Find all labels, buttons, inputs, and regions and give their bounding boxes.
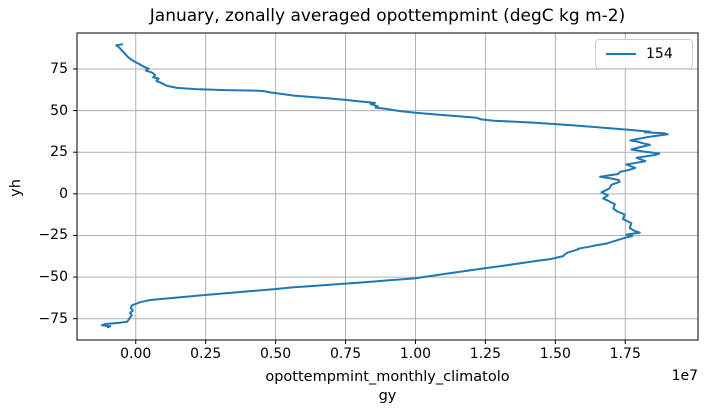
series-line-154	[100, 43, 669, 329]
x-axis-label-line1: opottempmint_monthly_climatolo	[265, 369, 510, 385]
y-tick-label: 25	[50, 144, 68, 161]
y-tick-label: 0	[59, 185, 68, 202]
legend: 154	[595, 39, 693, 69]
y-tick-label: −75	[38, 310, 68, 327]
x-axis-label: opottempmint_monthly_climatolo gy	[77, 368, 698, 406]
x-tick-label: 1.00	[399, 346, 432, 362]
x-axis-label-line2: gy	[378, 388, 397, 404]
x-axis-offset-text: 1e7	[671, 368, 698, 384]
x-tick-label: 1.75	[609, 346, 641, 362]
y-axis-label: yh	[8, 179, 24, 197]
y-tick-label: 50	[50, 102, 68, 119]
x-tick-label: 1.50	[539, 346, 571, 362]
chart-title: January, zonally averaged opottempmint (…	[149, 6, 626, 26]
x-tick-label: 1.25	[469, 346, 501, 362]
y-tick-label: −50	[38, 269, 68, 286]
x-tick-label: 0.50	[260, 346, 292, 362]
y-tick-label: −25	[38, 227, 68, 244]
legend-label: 154	[646, 46, 673, 62]
legend-line-swatch	[606, 53, 636, 55]
x-tick-label: 0.25	[190, 346, 222, 362]
y-tick-label: 75	[50, 60, 68, 77]
axes-spines	[76, 32, 699, 341]
x-tick-label: 0.00	[120, 346, 152, 362]
x-tick-label: 0.75	[329, 346, 362, 362]
